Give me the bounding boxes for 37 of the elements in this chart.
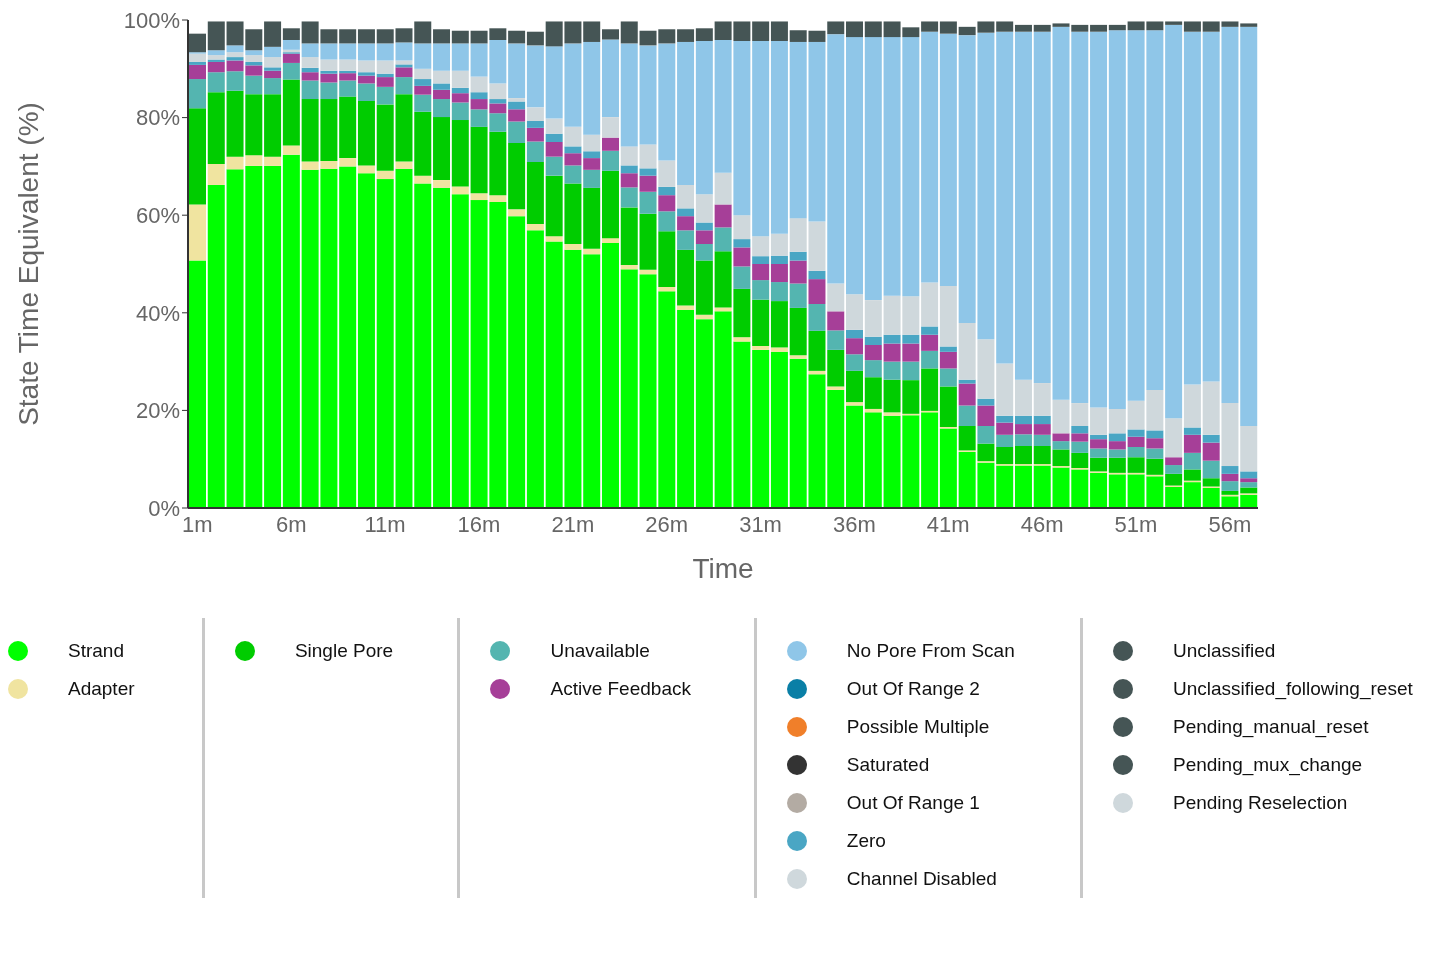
legend-label: Out Of Range 2: [846, 678, 980, 700]
x-tick-label: 21m: [551, 511, 595, 537]
y-tick-label: 20%: [135, 398, 180, 424]
legend-label: Out Of Range 1: [846, 792, 980, 814]
y-axis-title: State Time Equivalent (%): [12, 102, 44, 426]
legend-label: Channel Disabled: [846, 868, 997, 890]
y-tick-label: 80%: [135, 105, 180, 131]
legend-label: Zero: [846, 830, 886, 852]
legend-label: Single Pore: [294, 640, 394, 662]
legend-label: Pending_mux_change: [1173, 754, 1363, 776]
x-tick-label: 46m: [1020, 511, 1064, 537]
legend-label: Adapter: [68, 678, 135, 700]
legend-label: Unavailable: [550, 640, 650, 662]
legend-label: Active Feedback: [550, 678, 691, 700]
x-axis-title: Time: [692, 553, 754, 584]
y-tick-label: 60%: [135, 203, 180, 229]
legend-label: Strand: [68, 640, 124, 662]
y-tick-label: 0%: [148, 495, 180, 521]
x-tick-label: 26m: [645, 511, 689, 537]
x-tick-label: 41m: [926, 511, 970, 537]
x-tick-label: 11m: [364, 511, 406, 537]
legend-label: Pending_manual_reset: [1173, 716, 1369, 738]
x-tick-label: 51m: [1114, 511, 1158, 537]
x-tick-label: 56m: [1208, 511, 1252, 537]
legend-label: Pending Reselection: [1173, 792, 1348, 814]
y-tick-label: 100%: [123, 7, 180, 33]
legend-label: Possible Multiple: [846, 716, 990, 738]
x-tick-label: 36m: [833, 511, 876, 537]
y-tick-label: 40%: [135, 300, 180, 326]
x-tick-label: 16m: [457, 511, 501, 537]
x-tick-label: 1m: [182, 511, 213, 537]
legend-label: Unclassified_following_reset: [1173, 678, 1413, 700]
legend-label: Saturated: [846, 754, 930, 776]
legend-label: No Pore From Scan: [846, 640, 1015, 662]
legend-label: Unclassified: [1173, 640, 1276, 662]
x-tick-label: 31m: [739, 511, 782, 537]
x-tick-label: 6m: [275, 511, 307, 537]
